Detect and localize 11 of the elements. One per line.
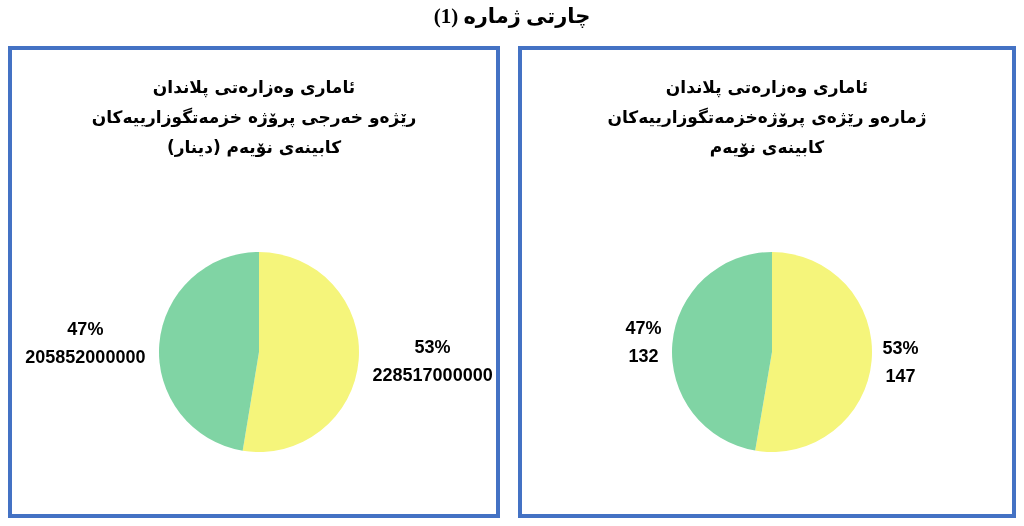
text: چارتی ژمارە (1) <box>432 4 592 29</box>
data-label: 53% 147 <box>882 337 919 386</box>
data-label: 47% 132 <box>625 318 662 367</box>
pie-slice <box>755 252 872 452</box>
pie-slice <box>242 252 359 452</box>
chart-title: ئاماری وەزارەتی پلاندان رێژەو خەرجی پرۆژە خزمەتگوزارییەکان کابینەی نۆیەم (دینار) <box>90 76 418 159</box>
data-label: 53% 228517000000 <box>372 337 493 386</box>
data-label: 47% 205852000000 <box>25 318 146 367</box>
pie-slice <box>672 252 772 451</box>
pie-slice <box>159 252 259 451</box>
chart-title: ئاماری وەزارەتی پلاندان ژمارەو رێژەی پرۆژەخزمەتگوزارییەکان کابینەی نۆیەم <box>606 76 928 159</box>
